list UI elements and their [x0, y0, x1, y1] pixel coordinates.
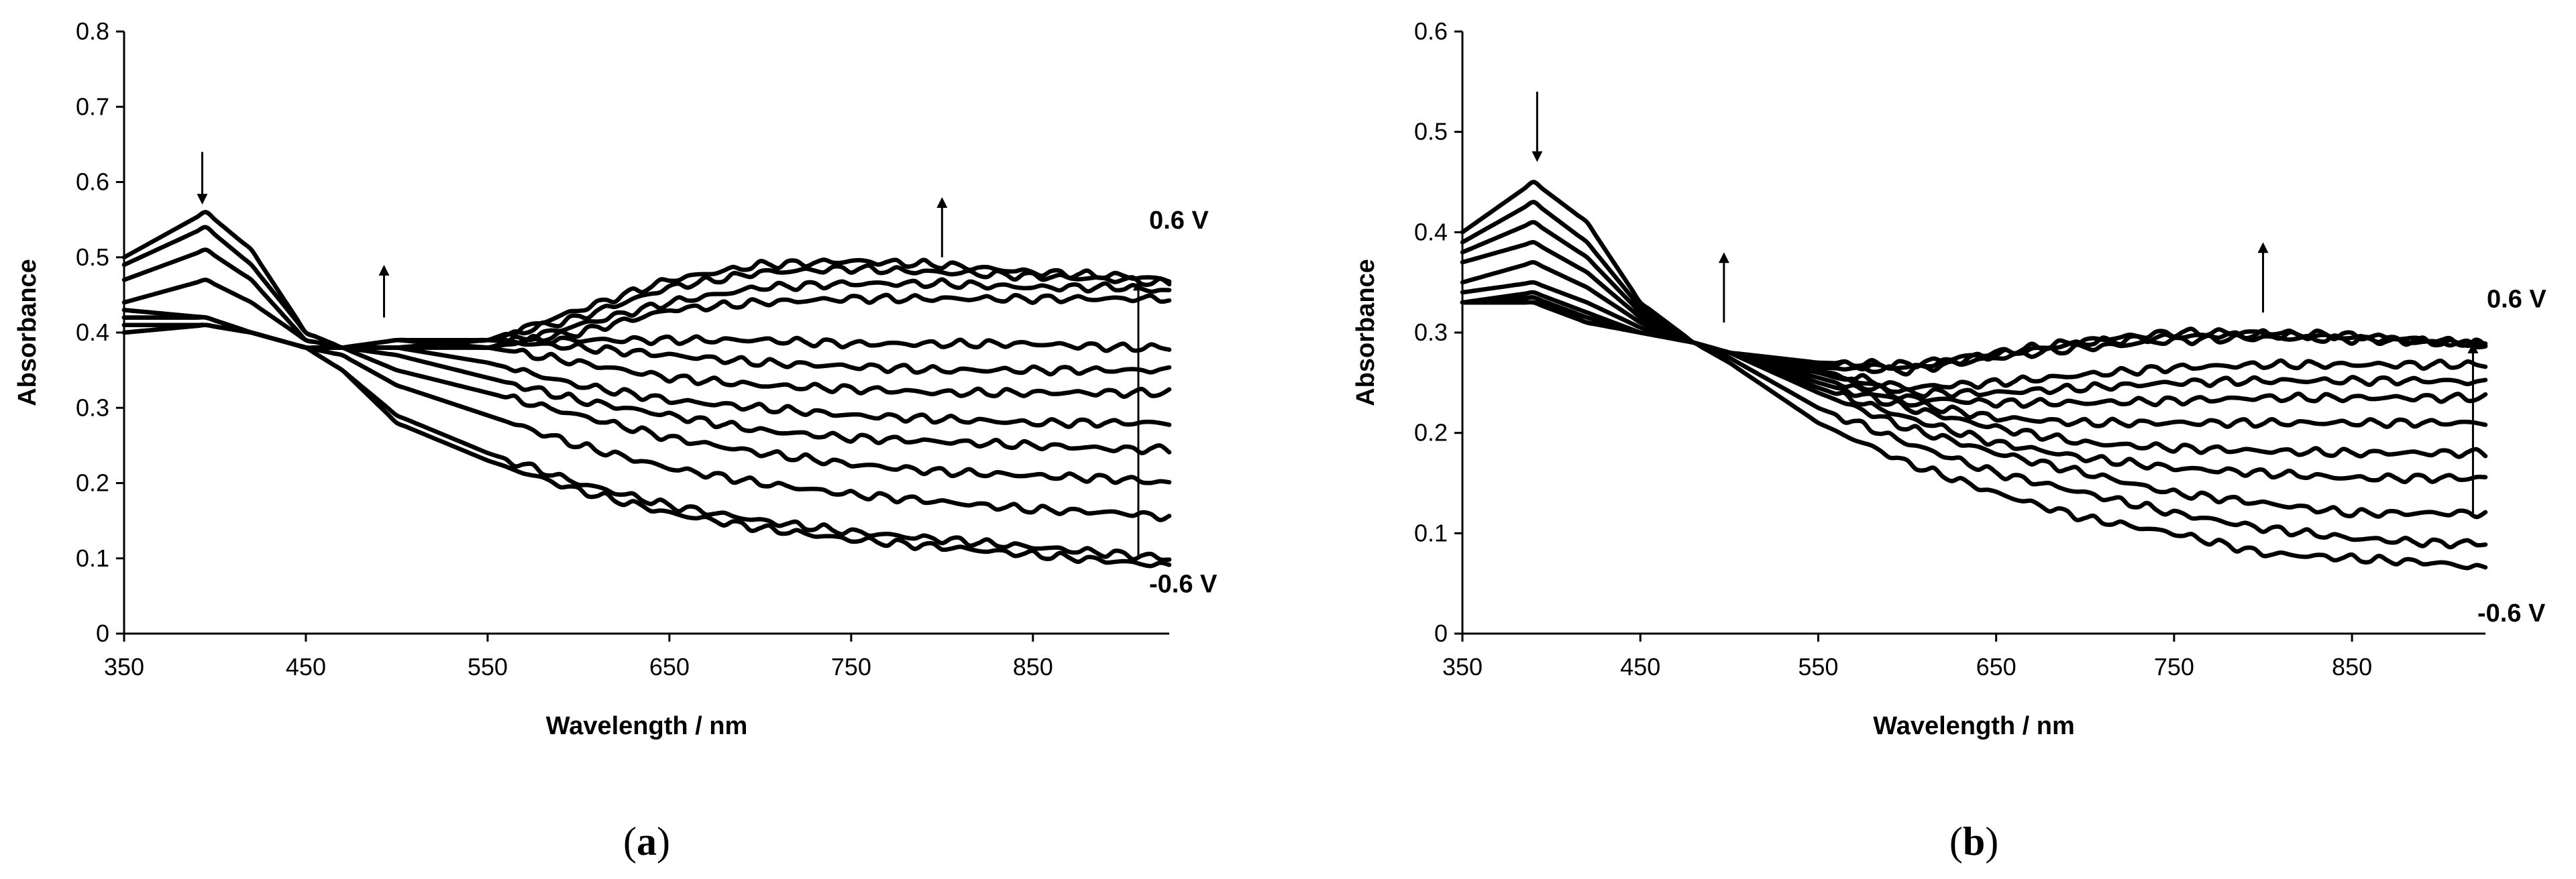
series-group-a — [121, 210, 1172, 569]
x-tick-label: 550 — [468, 653, 508, 681]
y-tick-label: 0.4 — [1414, 218, 1448, 245]
x-tick-label: 750 — [2154, 653, 2194, 681]
y-axis-title-a: Absorbance — [13, 259, 42, 406]
y-tick-labels-b: 0 0.1 0.2 0.3 0.4 0.5 0.6 — [1414, 17, 1462, 647]
y-tick-label: 0.1 — [76, 544, 109, 572]
series-line-0p6V — [1460, 180, 2488, 371]
potential-bottom-label-b: -0.6 V — [2477, 599, 2546, 628]
trend-arrow-up-icon — [1132, 280, 1144, 291]
chart-panel-a: 0 0.1 0.2 0.3 0.4 0.5 0.6 0.7 0.8 350 450 550 650 75… — [13, 17, 1218, 864]
x-axis-title-b: Wavelength / nm — [1873, 712, 2075, 740]
y-tick-label: 0.3 — [76, 394, 109, 421]
trend-arrow-down-icon — [197, 194, 208, 205]
y-tick-label: 0.6 — [76, 168, 109, 196]
series-line-0p2V — [1460, 239, 2488, 392]
potential-top-label-a: 0.6 V — [1149, 207, 1209, 235]
x-tick-label: 450 — [1620, 653, 1660, 681]
trend-arrow-up-icon — [2467, 342, 2479, 353]
x-tick-label: 550 — [1798, 653, 1838, 681]
series-line-0p1V — [1460, 259, 2488, 399]
y-tick-label: 0 — [1434, 620, 1448, 647]
series-line-0p3V — [121, 278, 1172, 350]
potential-bottom-label-a: -0.6 V — [1149, 570, 1218, 598]
series-line-0V — [121, 323, 1172, 399]
x-tick-label: 350 — [1442, 653, 1483, 681]
y-tick-label: 0.8 — [76, 17, 109, 45]
series-group-b — [1460, 180, 2488, 571]
series-line-0p2V — [121, 323, 1172, 353]
series-line-0p3V — [1460, 220, 2488, 377]
y-tick-label: 0.5 — [76, 243, 109, 271]
y-tick-label: 0.6 — [1414, 17, 1448, 45]
trend-arrow-up-icon — [1718, 252, 1729, 263]
series-line-0p4V — [121, 247, 1172, 350]
x-tick-label: 450 — [286, 653, 326, 681]
y-tick-label: 0.7 — [76, 93, 109, 120]
potential-top-label-b: 0.6 V — [2487, 286, 2546, 314]
y-tick-label: 0.5 — [1414, 118, 1448, 145]
series-line--0p5V — [121, 308, 1172, 563]
y-tick-label: 0.4 — [76, 318, 109, 346]
series-line-0p1V — [121, 323, 1172, 377]
x-axis-title-a: Wavelength / nm — [546, 712, 748, 740]
y-tick-label: 0 — [96, 620, 109, 647]
y-tick-label: 0.2 — [76, 469, 109, 497]
chart-panel-b: 0 0.1 0.2 0.3 0.4 0.5 0.6 350 450 550 650 750 850 W… — [1352, 17, 2546, 864]
trend-arrow-up-icon — [378, 264, 390, 276]
panel-letter-b: b — [1963, 819, 1985, 864]
trend-arrows-a — [197, 152, 1144, 559]
series-line--0p4V — [121, 314, 1172, 522]
series-line-0p6V — [121, 210, 1172, 351]
panel-letter-a: a — [637, 819, 657, 864]
y-axis-title-b: Absorbance — [1352, 259, 1380, 406]
trend-arrow-down-icon — [1532, 151, 1543, 162]
y-tick-label: 0.3 — [1414, 318, 1448, 346]
trend-arrow-up-icon — [936, 196, 948, 208]
y-tick-label: 0.1 — [1414, 519, 1448, 546]
trend-arrow-up-icon — [2257, 242, 2269, 253]
series-line--0p6V — [121, 308, 1172, 569]
x-tick-label: 750 — [831, 653, 871, 681]
series-line--0p1V — [1460, 290, 2488, 429]
y-tick-labels-a: 0 0.1 0.2 0.3 0.4 0.5 0.6 0.7 0.8 — [76, 17, 124, 647]
x-tick-labels-a: 350 450 550 650 750 850 — [104, 634, 1053, 681]
y-tick-label: 0.2 — [1414, 419, 1448, 447]
x-tick-label: 350 — [104, 653, 144, 681]
x-tick-labels-b: 350 450 550 650 750 850 — [1442, 634, 2372, 681]
x-tick-label: 850 — [1013, 653, 1053, 681]
series-line-0V — [1460, 280, 2488, 409]
x-tick-label: 650 — [649, 653, 690, 681]
panel-label-b: (b) — [1949, 819, 1998, 864]
x-tick-label: 850 — [2332, 653, 2372, 681]
x-tick-label: 650 — [1976, 653, 2017, 681]
trend-arrows-b — [1532, 91, 2479, 514]
panel-label-a: (a) — [623, 819, 670, 864]
